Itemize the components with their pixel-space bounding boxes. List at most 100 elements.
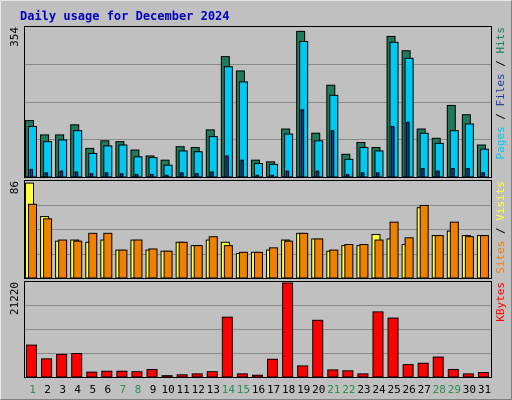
legend-entry: / <box>494 54 507 74</box>
bar-kbytes-day-15 <box>236 373 248 378</box>
day-label: 24 <box>372 383 386 396</box>
day-label: 17 <box>267 383 280 396</box>
bar-kbytes-day-28 <box>432 356 444 378</box>
bar-sites-day-3 <box>58 239 68 279</box>
bar-sites-day-16 <box>253 251 263 279</box>
bar-sites-day-25 <box>389 221 399 279</box>
x-axis-day-labels: 1 2 3 4 5 6 7 8 9 10 11 12 13 14 15 16 17 18 19 20 21 22 23 24 2… <box>29 383 491 396</box>
y-axis-max-label: 21220 <box>8 282 21 315</box>
bar-sites-day-18 <box>284 240 294 279</box>
bar-kbytes-day-6 <box>101 370 113 378</box>
bar-sites-day-17 <box>269 247 279 279</box>
bar-sites-day-7 <box>118 249 128 279</box>
bar-pages-day-24 <box>375 172 380 178</box>
day-label: 3 <box>59 383 66 396</box>
legend-hits-files-pages: Pages / Files / Hits <box>494 27 507 160</box>
bar-pages-day-26 <box>406 121 410 178</box>
bar-files-day-8 <box>133 156 143 178</box>
bar-pages-day-11 <box>180 172 184 178</box>
day-label: 21 <box>327 383 340 396</box>
bar-kbytes-day-21 <box>327 369 339 378</box>
bar-sites-day-6 <box>103 232 113 279</box>
panel-visits-sites: 86 Sites / Visits <box>8 180 507 279</box>
bars-kbytes <box>26 282 489 378</box>
day-label: 4 <box>74 383 81 396</box>
bar-pages-day-31 <box>481 172 485 178</box>
day-label: 27 <box>418 383 431 396</box>
legend-entry: Pages <box>494 126 507 159</box>
bar-pages-day-15 <box>240 159 244 178</box>
bar-kbytes-day-12 <box>191 373 203 378</box>
day-label: 16 <box>252 383 265 396</box>
bar-files-day-2 <box>43 141 53 178</box>
bar-pages-day-3 <box>59 170 64 178</box>
day-label: 31 <box>478 383 491 396</box>
bar-kbytes-day-18 <box>282 282 294 378</box>
bar-sites-day-2 <box>43 218 53 279</box>
bar-kbytes-day-3 <box>56 353 68 378</box>
bar-pages-day-6 <box>104 172 109 178</box>
legend-entry: Visits <box>494 181 507 221</box>
day-label: 26 <box>403 383 416 396</box>
chart-title: Daily usage for December 2024 <box>20 9 230 23</box>
bar-kbytes-day-23 <box>357 373 369 378</box>
day-label: 6 <box>105 383 112 396</box>
day-label: 28 <box>433 383 446 396</box>
bar-kbytes-day-22 <box>342 370 354 378</box>
bar-pages-day-19 <box>300 109 305 178</box>
y-axis-max-label: 86 <box>8 181 21 194</box>
day-label: 29 <box>448 383 461 396</box>
legend-entry: Files <box>494 73 507 106</box>
bar-kbytes-day-9 <box>146 368 158 378</box>
legend-text-hits-files-pages: Pages / Files / Hits <box>494 27 507 160</box>
day-label: 15 <box>237 383 250 396</box>
bar-pages-day-16 <box>255 174 259 178</box>
day-label: 13 <box>207 383 220 396</box>
bar-pages-day-5 <box>89 173 94 178</box>
bar-kbytes-day-29 <box>447 368 459 378</box>
bar-kbytes-day-11 <box>176 374 188 378</box>
day-label: 7 <box>120 383 127 396</box>
bar-sites-day-9 <box>148 248 158 279</box>
bar-kbytes-day-26 <box>402 364 414 378</box>
bars-visits-sites <box>25 182 489 279</box>
y-axis-max-label: 354 <box>8 27 21 47</box>
bar-pages-day-9 <box>150 173 154 178</box>
bar-sites-day-30 <box>464 236 474 279</box>
day-label: 20 <box>312 383 325 396</box>
bar-pages-day-1 <box>29 168 33 178</box>
day-label: 5 <box>89 383 96 396</box>
bar-files-day-7 <box>118 144 128 178</box>
bar-pages-day-7 <box>119 173 124 178</box>
bar-pages-day-8 <box>134 173 139 178</box>
bar-sites-day-26 <box>404 237 414 279</box>
bar-kbytes-day-5 <box>86 371 98 378</box>
day-label: 11 <box>177 383 190 396</box>
day-label: 19 <box>297 383 310 396</box>
day-label: 12 <box>192 383 205 396</box>
bar-sites-day-22 <box>344 244 354 279</box>
bar-sites-day-11 <box>178 241 188 279</box>
bar-sites-day-27 <box>419 204 429 279</box>
panels: 354 Pages / Files / Hits 86 Sites / Visits 2… <box>8 26 507 378</box>
bar-sites-day-12 <box>193 245 203 279</box>
bar-sites-day-29 <box>449 221 459 279</box>
bar-sites-day-14 <box>223 245 233 279</box>
bar-kbytes-day-25 <box>387 317 399 378</box>
bar-pages-day-10 <box>165 174 169 178</box>
legend-entry: / <box>494 221 507 241</box>
bar-pages-day-13 <box>210 171 214 178</box>
bar-pages-day-25 <box>391 125 395 178</box>
bar-sites-day-15 <box>238 251 248 279</box>
day-label: 23 <box>357 383 370 396</box>
bar-kbytes-day-24 <box>372 311 384 378</box>
bar-sites-day-19 <box>299 232 309 279</box>
bars-hits-files-pages <box>25 30 489 178</box>
bar-kbytes-day-13 <box>206 371 218 378</box>
bar-pages-day-18 <box>285 170 290 178</box>
bar-kbytes-day-4 <box>71 353 83 378</box>
bar-pages-day-21 <box>330 130 335 178</box>
bar-kbytes-day-30 <box>462 373 474 378</box>
bar-pages-day-4 <box>74 171 79 178</box>
